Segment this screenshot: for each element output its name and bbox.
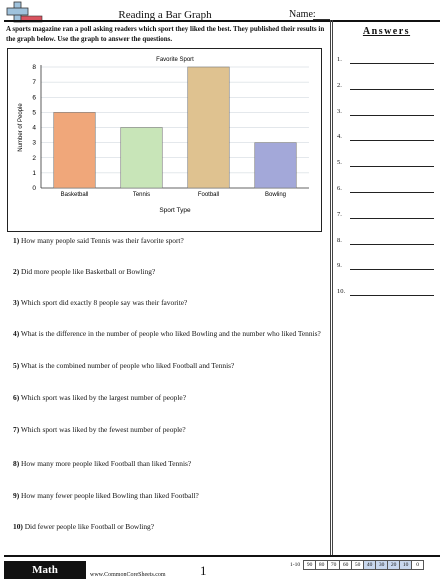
score-table: 1-10 90 80 70 60 50 40 30 20 10 0 bbox=[288, 560, 425, 570]
question: 4) What is the difference in the number … bbox=[13, 329, 323, 339]
answer-number: 5. bbox=[337, 159, 342, 167]
x-tick-label: Basketball bbox=[61, 192, 89, 198]
question-number: 6) bbox=[13, 393, 20, 402]
answer-line[interactable] bbox=[350, 166, 434, 168]
header-rule bbox=[4, 20, 440, 22]
answer-line[interactable] bbox=[350, 88, 434, 90]
worksheet-title: Reading a Bar Graph bbox=[118, 9, 212, 21]
question-text: What is the difference in the number of … bbox=[20, 329, 321, 338]
question-number: 2) bbox=[13, 267, 20, 276]
question-number: 1) bbox=[13, 236, 20, 245]
question-number: 8) bbox=[13, 459, 20, 468]
question: 2) Did more people like Basketball or Bo… bbox=[13, 267, 323, 277]
question-text: Which sport did exactly 8 people say was… bbox=[20, 298, 188, 307]
answers-divider bbox=[330, 20, 333, 555]
score-cell: 0 bbox=[411, 560, 425, 570]
score-cell: 60 bbox=[339, 560, 353, 570]
question-number: 9) bbox=[13, 491, 20, 500]
question: 6) Which sport was liked by the largest … bbox=[13, 393, 323, 403]
question-text: Which sport was liked by the largest num… bbox=[20, 393, 186, 402]
question-text: Which sport was liked by the fewest numb… bbox=[20, 425, 186, 434]
question-text: What is the combined number of people wh… bbox=[20, 361, 235, 370]
bar-bowling bbox=[254, 142, 297, 189]
score-cell: 20 bbox=[387, 560, 401, 570]
answer-number: 6. bbox=[337, 185, 342, 192]
x-tick-label: Football bbox=[198, 192, 219, 198]
question-text: How many more people liked Football than… bbox=[21, 459, 192, 468]
question: 8) How many more people liked Football t… bbox=[13, 459, 323, 469]
y-tick-label: 8 bbox=[32, 64, 36, 71]
bar-chart: Favorite Sport 0 1 2 3 4 5 6 7 8 Basketball Tennis F… bbox=[7, 48, 322, 232]
plus-logo-icon bbox=[6, 1, 43, 23]
answer-line[interactable] bbox=[350, 243, 434, 245]
bar-football bbox=[187, 66, 230, 189]
question: 3) Which sport did exactly 8 people say … bbox=[13, 298, 323, 308]
answer-number: 8. bbox=[337, 236, 342, 244]
answer-number: 7. bbox=[337, 210, 342, 218]
question-text: Did fewer people like Football or Bowlin… bbox=[24, 522, 155, 531]
x-tick-label: Tennis bbox=[133, 192, 150, 198]
answer-line[interactable] bbox=[350, 63, 434, 64]
answers-title: Answers bbox=[362, 26, 411, 37]
name-field-line[interactable] bbox=[313, 19, 330, 20]
answer-number: 1. bbox=[337, 56, 342, 63]
name-label: Name: bbox=[289, 9, 316, 20]
question: 1) How many people said Tennis was their… bbox=[13, 236, 323, 246]
chart-title: Favorite Sport bbox=[156, 57, 194, 63]
answer-number: 2. bbox=[337, 81, 342, 89]
question-text: How many fewer people liked Bowling than… bbox=[21, 491, 199, 500]
score-cell: 80 bbox=[315, 560, 329, 570]
page-number: 1 bbox=[200, 563, 207, 578]
answer-line[interactable] bbox=[350, 140, 434, 142]
answer-line[interactable] bbox=[350, 295, 434, 297]
intro-text: A sports magazine ran a poll asking read… bbox=[6, 25, 325, 43]
y-tick-label: 1 bbox=[32, 170, 36, 177]
score-cell: 90 bbox=[303, 560, 317, 570]
score-cell: 40 bbox=[363, 560, 377, 570]
y-tick-label: 2 bbox=[32, 155, 36, 162]
answer-line[interactable] bbox=[350, 114, 434, 116]
question-number: 5) bbox=[13, 361, 20, 370]
question-text: Did more people like Basketball or Bowli… bbox=[21, 267, 156, 276]
question-number: 10) bbox=[13, 522, 23, 531]
y-tick-label: 6 bbox=[32, 94, 36, 101]
y-tick-label: 0 bbox=[32, 185, 36, 192]
question-text: How many people said Tennis was their fa… bbox=[21, 236, 184, 245]
answer-line[interactable] bbox=[350, 217, 434, 219]
y-tick-label: 7 bbox=[32, 79, 36, 86]
answer-number: 3. bbox=[337, 107, 342, 115]
x-axis-label: Sport Type bbox=[159, 207, 191, 214]
math-badge: Math bbox=[4, 561, 86, 579]
site-url: www.CommonCoreSheets.com bbox=[90, 572, 166, 578]
question: 5) What is the combined number of people… bbox=[13, 361, 323, 371]
score-label: 1-10 bbox=[290, 562, 301, 568]
question-number: 4) bbox=[13, 329, 20, 338]
answer-number: 10. bbox=[337, 288, 346, 296]
answer-number: 4. bbox=[337, 133, 342, 141]
bar-tennis bbox=[120, 127, 163, 189]
bar-basketball bbox=[53, 112, 96, 189]
question-number: 3) bbox=[13, 298, 20, 307]
y-tick-label: 5 bbox=[32, 109, 36, 116]
bar-chart-svg: Favorite Sport 0 1 2 3 4 5 6 7 8 Basketball Tennis F… bbox=[18, 57, 309, 214]
score-cell: 70 bbox=[327, 560, 341, 570]
answer-line[interactable] bbox=[350, 192, 434, 193]
x-tick-label: Bowling bbox=[265, 192, 286, 198]
answer-line[interactable] bbox=[350, 269, 434, 271]
score-cell: 50 bbox=[351, 560, 365, 570]
score-cell: 10 bbox=[399, 560, 413, 570]
question: 7) Which sport was liked by the fewest n… bbox=[13, 425, 323, 435]
y-tick-label: 3 bbox=[32, 140, 36, 147]
question: 9) How many fewer people liked Bowling t… bbox=[13, 491, 323, 501]
question: 10) Did fewer people like Football or Bo… bbox=[13, 522, 323, 532]
y-axis-label: Number of People bbox=[18, 103, 24, 152]
answer-number: 9. bbox=[337, 262, 342, 270]
y-tick-label: 4 bbox=[32, 125, 36, 132]
score-cell: 30 bbox=[375, 560, 389, 570]
footer-rule bbox=[4, 555, 440, 557]
question-number: 7) bbox=[13, 425, 20, 434]
